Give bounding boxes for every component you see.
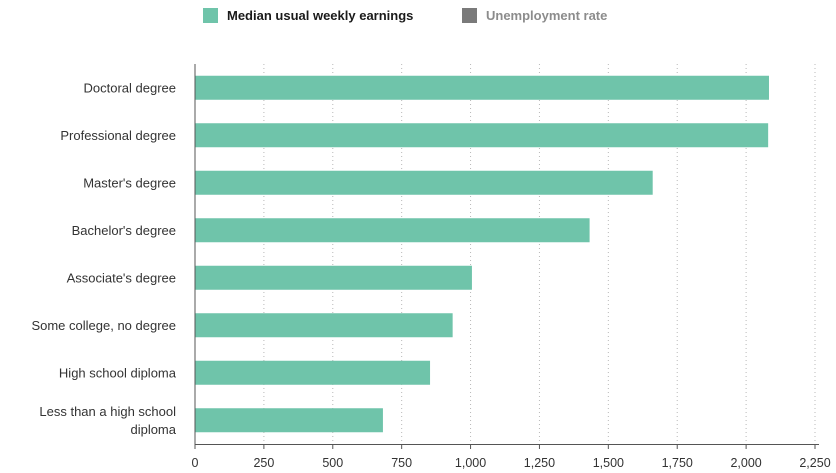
category-label: Doctoral degree: [84, 80, 177, 95]
category-label: Less than a high school diploma: [39, 404, 176, 437]
bar-doctoral-degree[interactable]: [195, 75, 769, 100]
bar-professional-degree[interactable]: [195, 123, 769, 148]
x-tick-label: 1,000: [455, 456, 486, 470]
legend-item-median-earnings[interactable]: Median usual weekly earnings: [203, 8, 413, 23]
x-tick-label: 2,000: [730, 456, 761, 470]
x-tick-label: 1,500: [593, 456, 624, 470]
category-label: Master's degree: [83, 175, 176, 190]
legend-swatch-unemployment-rate: [462, 8, 477, 23]
x-tick-label: 0: [192, 456, 199, 470]
legend-item-unemployment-rate[interactable]: Unemployment rate: [462, 8, 607, 23]
category-label: Bachelor's degree: [72, 223, 176, 238]
x-tick-label: 500: [322, 456, 343, 470]
bar-associate-s-degree[interactable]: [195, 265, 472, 290]
category-label: Associate's degree: [67, 270, 176, 285]
chart-legend: Median usual weekly earnings Unemploymen…: [0, 0, 836, 34]
legend-label-unemployment-rate: Unemployment rate: [486, 8, 608, 23]
x-tick-label: 1,250: [524, 456, 555, 470]
x-tick-label: 250: [253, 456, 274, 470]
legend-swatch-median-earnings: [203, 8, 218, 23]
x-tick-label: 750: [391, 456, 412, 470]
bar-less-than-a-high-school-diploma[interactable]: [195, 408, 383, 433]
category-label: Some college, no degree: [31, 318, 176, 333]
bar-some-college-no-degree[interactable]: [195, 313, 453, 338]
x-tick-label: 1,750: [662, 456, 693, 470]
bar-bachelor-s-degree[interactable]: [195, 218, 590, 243]
x-tick-label: 2,250: [799, 456, 830, 470]
bar-high-school-diploma[interactable]: [195, 360, 431, 385]
category-label: Professional degree: [60, 128, 176, 143]
bar-master-s-degree[interactable]: [195, 170, 653, 195]
category-label: High school diploma: [59, 365, 177, 380]
legend-label-median-earnings: Median usual weekly earnings: [227, 8, 414, 23]
